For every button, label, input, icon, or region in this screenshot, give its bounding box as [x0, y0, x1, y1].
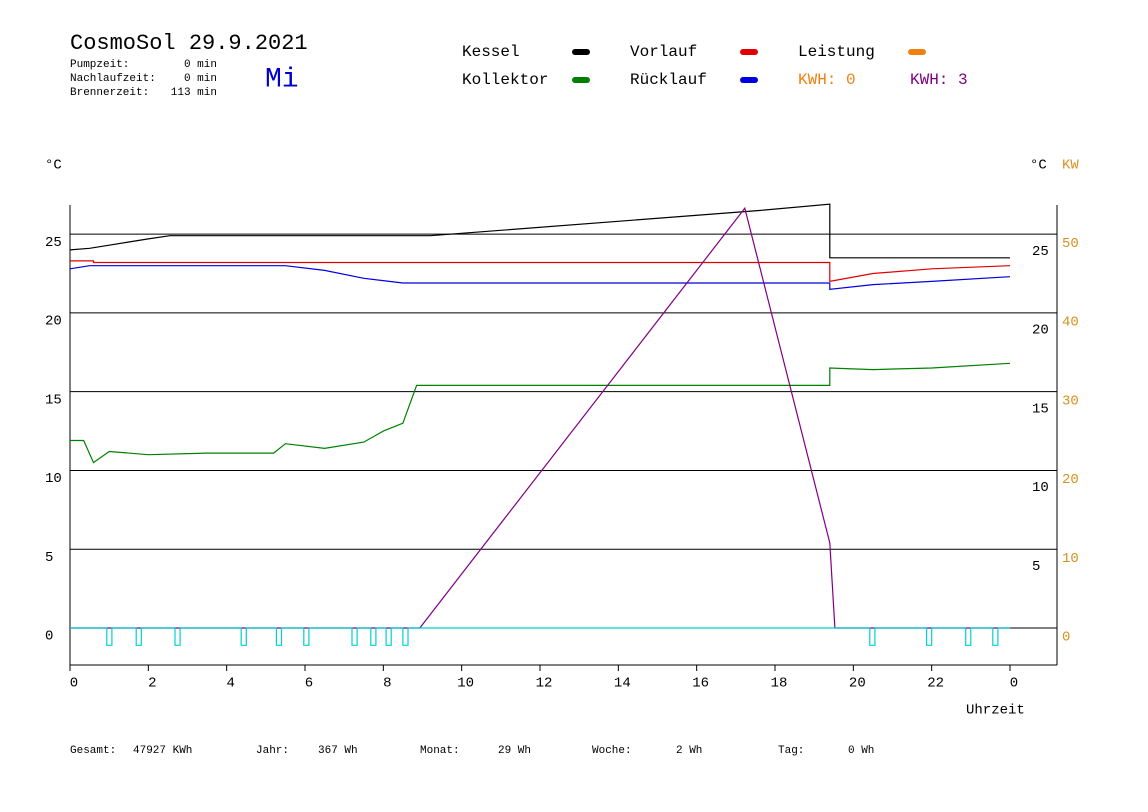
- x-tick-label: 10: [457, 676, 474, 692]
- kwh-label: KWH: 3: [910, 71, 968, 89]
- info-label: Nachlaufzeit:: [70, 73, 156, 85]
- footer-value: 2 Wh: [676, 745, 702, 757]
- x-tick-label: 6: [305, 676, 313, 692]
- x-tick-label: 0: [70, 676, 78, 692]
- chart-title: CosmoSol 29.9.2021: [70, 31, 308, 56]
- series-line: [70, 362, 1011, 464]
- y2-tick-label: 40: [1062, 315, 1079, 331]
- x-tick-label: 2: [148, 676, 156, 692]
- x-axis-label: Uhrzeit: [966, 703, 1025, 719]
- footer-label: Monat:: [420, 745, 460, 757]
- y-unit: °C: [45, 158, 62, 174]
- weekday: Mi: [265, 64, 299, 95]
- y-right-tick-label: 20: [1032, 323, 1049, 339]
- footer-label: Tag:: [778, 745, 804, 757]
- footer-label: Jahr:: [256, 745, 289, 757]
- series-line: [69, 203, 1010, 259]
- y-tick-label: 20: [45, 314, 62, 330]
- x-tick-label: 12: [536, 676, 553, 692]
- y-tick-label: 15: [45, 392, 62, 408]
- y2-tick-label: 10: [1062, 551, 1079, 567]
- y-right-tick-label: 25: [1032, 244, 1049, 260]
- y2-unit: KW: [1062, 158, 1079, 174]
- x-tick-label: 8: [383, 676, 391, 692]
- x-tick-label: 18: [771, 676, 788, 692]
- y-right-tick-label: 5: [1032, 559, 1040, 575]
- legend-label: Rücklauf: [630, 71, 707, 89]
- y2-tick-label: 0: [1062, 630, 1070, 646]
- x-tick-label: 20: [849, 676, 866, 692]
- y-right-tick-label: 10: [1032, 480, 1049, 496]
- info-label: Brennerzeit:: [70, 87, 149, 99]
- footer-label: Gesamt:: [70, 745, 116, 757]
- info-value: 0 min: [184, 59, 217, 71]
- y-unit-right: °C: [1030, 158, 1047, 174]
- legend-label: Kollektor: [462, 71, 548, 89]
- series-line: [70, 260, 1011, 283]
- y-right-tick-label: 15: [1032, 401, 1049, 417]
- x-tick-label: 4: [226, 676, 234, 692]
- x-tick-label: 22: [927, 676, 944, 692]
- x-tick-label: 16: [692, 676, 709, 692]
- y2-tick-label: 30: [1062, 393, 1079, 409]
- legend-label: Kessel: [462, 43, 520, 61]
- y2-tick-label: 50: [1062, 236, 1079, 252]
- y2-tick-label: 20: [1062, 472, 1079, 488]
- series-line: [70, 627, 1010, 646]
- series-line: [69, 265, 1011, 290]
- footer-value: 29 Wh: [498, 745, 531, 757]
- info-value: 0 min: [184, 73, 217, 85]
- kwh-label: KWH: 0: [798, 71, 856, 89]
- series-line: [70, 206, 1010, 629]
- y-tick-label: 10: [45, 471, 62, 487]
- footer-value: 0 Wh: [848, 745, 874, 757]
- info-value: 113 min: [171, 87, 217, 99]
- y-tick-label: 25: [45, 235, 62, 251]
- legend-label: Leistung: [798, 43, 875, 61]
- footer-value: 367 Wh: [318, 745, 358, 757]
- x-tick-label: 0: [1010, 676, 1018, 692]
- y-tick-label: 0: [45, 629, 53, 645]
- x-tick-label: 14: [614, 676, 631, 692]
- footer-label: Woche:: [592, 745, 632, 757]
- y-tick-label: 5: [45, 550, 53, 566]
- legend-label: Vorlauf: [630, 43, 697, 61]
- footer-value: 47927 KWh: [133, 745, 192, 757]
- info-label: Pumpzeit:: [70, 59, 129, 71]
